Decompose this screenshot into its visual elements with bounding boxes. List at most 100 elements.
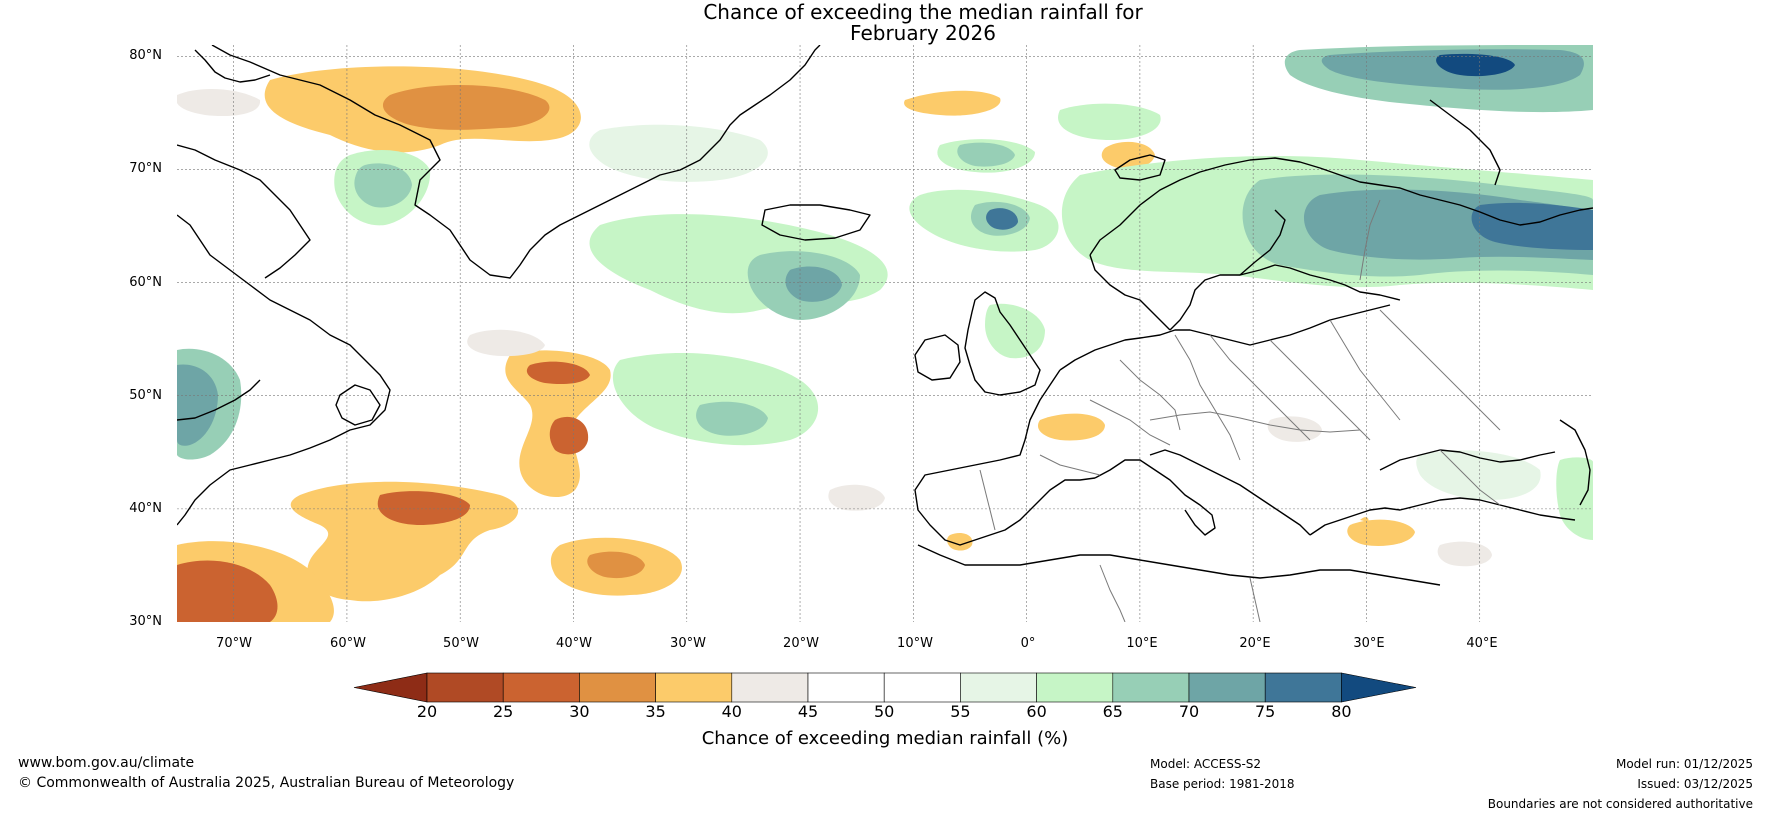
border-7 [1149,411,1361,433]
coast-africa-north [917,544,1441,586]
lat-label-30: 30°N [129,614,162,629]
colorbar-bin-c40_45 [731,672,809,703]
lon-label-10w: 10°W [897,636,933,651]
coast-hudson [177,379,261,421]
colorbar-arrow-high [1341,672,1417,703]
border-13 [1249,577,1261,622]
lon-label-20e: 20°E [1239,636,1271,651]
footer-model-run: Model run: 01/12/2025 [1615,757,1753,771]
dry-patch-north-atlantic [904,90,1001,116]
colorbar-bin-c75_80 [1264,672,1342,703]
colorbar-bin-c45_50 [807,672,885,703]
wet-patch-arctic-east-darkblue [1436,53,1515,77]
dry-patch-iberia-south [947,533,973,551]
border-5 [1269,339,1371,441]
colorbar-tick-60: 60 [1026,702,1047,721]
coast-norway-south [1089,254,1171,331]
coast-newfoundland [335,384,381,426]
lon-label-0: 0° [1020,636,1036,651]
dry-patch-svalbard [1101,141,1155,169]
coast-caspian-east [1559,419,1591,506]
dry-patch-canary-core [587,551,645,579]
coast-france-spain [914,369,1096,546]
footer-issued: Issued: 03/12/2025 [1637,777,1753,791]
lon-label-20w: 20°W [783,636,819,651]
border-14 [1359,199,1381,281]
lat-label-50: 50°N [129,388,162,403]
dry-patch-atlantic-southwest-core [377,491,470,525]
colorbar-tick-25: 25 [493,702,514,721]
coast-uk [964,291,1041,396]
wet-patch-davis-strait-teal [354,163,412,208]
dry-patch-france [1037,413,1105,441]
coastlines [177,45,1593,586]
coast-novaya [1429,99,1501,186]
colorbar-tick-50: 50 [874,702,895,721]
lat-label-60: 60°N [129,275,162,290]
coast-italy [1094,459,1216,536]
footer-disclaimer: Boundaries are not considered authoritat… [1487,797,1753,811]
coast-svalbard [1114,154,1166,181]
colorbar-tick-30: 30 [569,702,590,721]
lon-label-30e: 30°E [1353,636,1385,651]
map-gridlines [177,45,1593,622]
dry-patch-far-southwest-core [177,560,278,622]
lat-label-70: 70°N [129,161,162,176]
wet-patch-labrador-blue [177,364,218,446]
coast-adriatic-balkans [1149,449,1311,536]
colorbar-tick-75: 75 [1255,702,1276,721]
footer-model: Model: ACCESS-S2 [1150,757,1262,771]
colorbar-tick-45: 45 [797,702,819,721]
wet-patch-turkey [1416,450,1541,500]
colorbar-bin-c65_70 [1112,672,1190,703]
coast-greece-turkey [1309,497,1576,536]
border-4 [1209,334,1311,441]
coast-canada-east [177,214,391,526]
neutral-patch-3 [828,484,885,511]
coast-gulf-bothnia [1239,209,1286,276]
wet-patch-greenland-east [589,124,768,182]
wet-patch-north-sea [985,303,1045,359]
lon-label-40w: 40°W [556,636,592,651]
colorbar-tick-65: 65 [1102,702,1123,721]
coast-greenland-north [194,49,271,83]
dry-patch-atlantic-mid-core-2 [549,416,589,455]
dry-patch-greece [1347,519,1415,546]
border-6 [1329,319,1401,421]
border-1 [1089,399,1171,446]
lon-label-60w: 60°W [330,636,366,651]
colorbar [353,672,1417,703]
country-borders [979,199,1501,622]
colorbar-tick-20: 20 [416,702,438,721]
coast-baltic [1209,304,1391,346]
dry-patch-atlantic-mid-core [526,361,590,385]
coast-greenland [211,45,821,279]
colorbar-bin-c50_55 [883,672,961,703]
lat-label-80: 80°N [129,48,162,63]
neutral-patch-1 [177,88,261,117]
lon-label-50w: 50°W [443,636,479,651]
colorbar-bin-c30_35 [579,672,656,703]
wet-patch-norwegian-sea-teal [957,142,1015,167]
title-line-1: Chance of exceeding the median rainfall … [703,0,1143,24]
coast-scandinavia [1089,157,1593,256]
footer-website: www.bom.gov.au/climate [18,755,195,771]
colorbar-bin-c70_75 [1188,672,1266,703]
colorbar-tick-70: 70 [1178,702,1200,721]
border-8 [1039,454,1101,476]
border-10 [1379,309,1501,431]
footer-copyright: © Commonwealth of Australia 2025, Austra… [18,775,515,791]
neutral-patch-2 [467,329,545,357]
wet-patch-atlantic-teal [696,401,768,436]
colorbar-tick-35: 35 [645,702,666,721]
lon-label-70w: 70°W [216,636,252,651]
colorbar-tick-80: 80 [1331,702,1352,721]
colorbar-bin-c60_65 [1036,672,1114,703]
colorbar-bin-c20_25 [426,672,504,703]
coast-ireland [914,334,961,381]
border-3 [1174,334,1241,461]
border-11 [1439,449,1501,506]
neutral-patch-5 [1437,541,1492,567]
coast-sweden-finland [1169,264,1401,331]
